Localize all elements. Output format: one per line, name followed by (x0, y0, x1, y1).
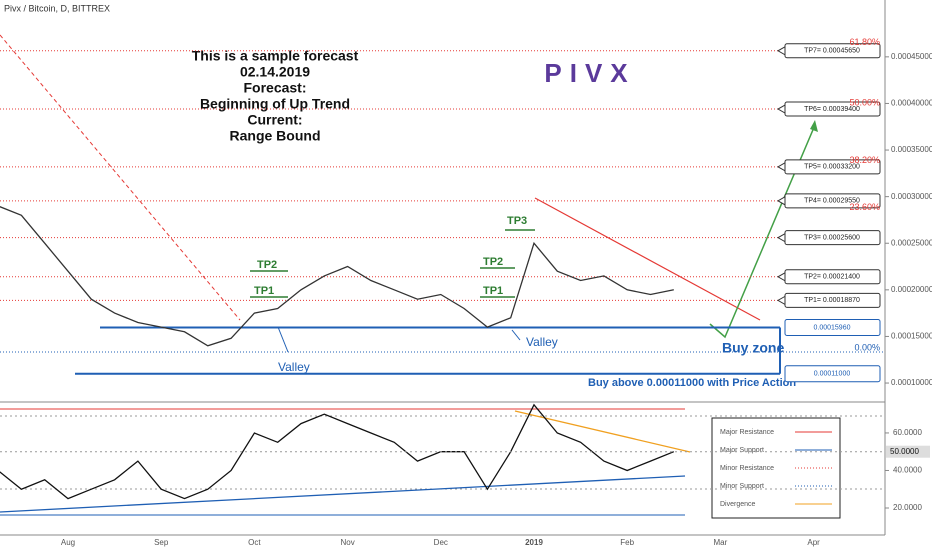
resistance-line (534, 197, 761, 321)
fib-label: 50.00% (849, 97, 880, 107)
forecast-notes: This is a sample forecast 02.14.2019 For… (192, 48, 359, 144)
rsi-support-trend (0, 475, 686, 513)
note: Current: (247, 112, 302, 128)
support-box (784, 365, 881, 383)
valley-label: Valley (526, 335, 558, 349)
x-tick-label: Dec (434, 538, 448, 547)
y-tick-label: 60.0000 (893, 428, 922, 437)
x-tick-label: Feb (620, 538, 634, 547)
valley-arrow (511, 329, 521, 341)
tp-label: TP1 (254, 285, 274, 297)
level-pointer (776, 232, 786, 243)
y-tick-label: 0.00035000 (891, 145, 932, 154)
level-label: TP6= 0.00039400 (804, 106, 860, 113)
legend: Major Resistance Major Support Minor Resis… (720, 429, 832, 508)
y-tick-label: 40.0000 (893, 466, 922, 475)
x-tick-label: Sep (154, 538, 169, 547)
arrow-head (810, 120, 818, 132)
note: Forecast: (243, 80, 306, 96)
y-tick-label: 0.00010000 (891, 378, 932, 387)
fib-label: 0.00% (854, 342, 880, 352)
y-tick-label: 0.00045000 (891, 52, 932, 61)
price-line (0, 206, 674, 347)
valley-label: Valley (278, 360, 310, 374)
level-pointer (776, 295, 786, 306)
support-label: 0.00011000 (814, 371, 851, 378)
y-tick-label: 0.00020000 (891, 285, 932, 294)
current-box (886, 445, 930, 458)
y-tick-label: 20.0000 (893, 503, 922, 512)
buy-note: Buy above 0.00011000 with Price Action (588, 377, 796, 389)
x-tick-label: Nov (340, 538, 354, 547)
title: PIVX (544, 58, 635, 88)
buy-zone-label: Buy zone (722, 340, 784, 356)
y-tick-label: 0.00025000 (891, 238, 932, 247)
level-pointer (776, 45, 786, 56)
note: Range Bound (230, 128, 321, 144)
note: 02.14.2019 (240, 64, 310, 80)
level-pointer (776, 195, 786, 206)
support-box (784, 318, 881, 336)
tp-label: TP1 (483, 285, 503, 297)
level-label: TP3= 0.00025600 (804, 234, 860, 241)
legend-label: Minor Resistance (720, 465, 774, 472)
level-label: TP7= 0.00045650 (804, 48, 860, 55)
level-pointer (776, 271, 786, 282)
trend-line (0, 34, 241, 321)
tp-label: TP2 (483, 256, 503, 268)
legend-box (711, 417, 841, 519)
legend-label: Minor Support (720, 483, 764, 490)
support-label: 0.00015960 (814, 324, 851, 331)
tp-arrows (250, 229, 535, 298)
legend-label: Divergence (720, 501, 756, 508)
y-tick-label: 0.00030000 (891, 192, 932, 201)
legend-label: Major Support (720, 447, 764, 454)
valley-arrow (277, 326, 289, 353)
fib-label: 23.60% (849, 202, 880, 212)
level-label: TP2= 0.00021400 (804, 274, 860, 281)
legend-label: Major Resistance (720, 429, 774, 436)
x-tick-label: Aug (61, 538, 75, 547)
level-label: TP5= 0.00033200 (804, 164, 860, 171)
level-label: TP4= 0.00029550 (804, 198, 860, 205)
level-label: TP1= 0.00018870 (804, 297, 860, 304)
x-tick-label: Oct (248, 538, 261, 547)
level-pointer (776, 161, 786, 172)
fib-label: 61.80% (849, 37, 880, 47)
indicator-line (0, 403, 675, 500)
tp-label: TP3 (507, 215, 527, 227)
level-pointer (776, 104, 786, 114)
x-tick-label: Mar (714, 538, 728, 547)
y-tick-label: 0.00015000 (891, 332, 932, 341)
x-tick-label: Apr (807, 538, 820, 547)
current-label: 50.0000 (890, 447, 919, 456)
y-tick-label: 0.00040000 (891, 99, 932, 108)
note: This is a sample forecast (192, 48, 359, 64)
note: Beginning of Up Trend (200, 96, 350, 112)
tp-label: TP2 (257, 259, 277, 271)
fib-label: 38.20% (849, 155, 880, 165)
symbol-header: Pivx / Bitcoin, D, BITTREX (4, 3, 110, 13)
x-tick-label: 2019 (525, 538, 543, 547)
